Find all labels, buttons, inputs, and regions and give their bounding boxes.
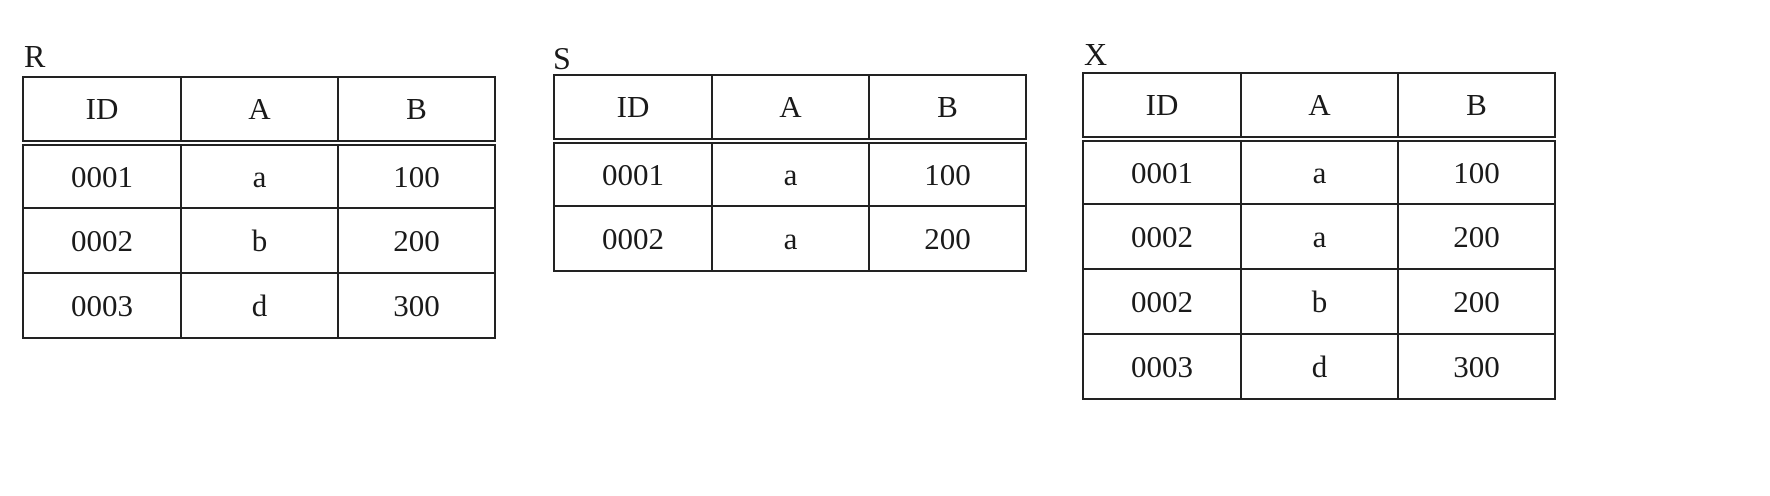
column-header: A xyxy=(711,74,870,144)
column-header: ID xyxy=(1082,72,1242,142)
table-cell: b xyxy=(1240,268,1399,335)
table-cell: 100 xyxy=(337,142,496,209)
table-row: 0001 a 100 xyxy=(22,142,496,209)
table-cell: 100 xyxy=(868,140,1027,207)
header-row: ID A B xyxy=(1082,72,1556,142)
table-row: 0001 a 100 xyxy=(1082,138,1556,205)
table-cell: d xyxy=(1240,333,1399,400)
table-cell: a xyxy=(1240,203,1399,270)
table-cell: 300 xyxy=(337,272,496,339)
column-header: B xyxy=(1397,72,1556,142)
header-row: ID A B xyxy=(22,76,496,146)
table-cell: 300 xyxy=(1397,333,1556,400)
table-row: 0002 b 200 xyxy=(22,207,496,274)
table-x: ID A B 0001 a 100 0002 a 200 0002 b 200 0003 d 300 xyxy=(1082,72,1556,400)
table-row: 0003 d 300 xyxy=(22,272,496,339)
table-row: 0003 d 300 xyxy=(1082,333,1556,400)
table-row: 0002 b 200 xyxy=(1082,268,1556,335)
table-r: ID A B 0001 a 100 0002 b 200 0003 d 300 xyxy=(22,76,496,339)
table-cell: 200 xyxy=(868,205,1027,272)
table-cell: a xyxy=(711,140,870,207)
table-cell: 200 xyxy=(1397,203,1556,270)
table-cell: a xyxy=(1240,138,1399,205)
table-cell: 0002 xyxy=(1082,203,1242,270)
table-cell: 0001 xyxy=(553,140,713,207)
table-row: 0002 a 200 xyxy=(553,205,1027,272)
table-cell: 0001 xyxy=(22,142,182,209)
column-header: ID xyxy=(22,76,182,146)
table-cell: 0001 xyxy=(1082,138,1242,205)
table-cell: 200 xyxy=(337,207,496,274)
table-row: 0002 a 200 xyxy=(1082,203,1556,270)
column-header: ID xyxy=(553,74,713,144)
column-header: B xyxy=(337,76,496,146)
table-cell: a xyxy=(711,205,870,272)
table-cell: 200 xyxy=(1397,268,1556,335)
table-row: 0001 a 100 xyxy=(553,140,1027,207)
table-cell: a xyxy=(180,142,339,209)
table-x-title: X xyxy=(1084,36,1108,72)
table-cell: 0003 xyxy=(22,272,182,339)
column-header: A xyxy=(180,76,339,146)
table-cell: d xyxy=(180,272,339,339)
table-s: ID A B 0001 a 100 0002 a 200 xyxy=(553,74,1027,272)
column-header: B xyxy=(868,74,1027,144)
table-cell: 0002 xyxy=(1082,268,1242,335)
column-header: A xyxy=(1240,72,1399,142)
table-cell: 0002 xyxy=(553,205,713,272)
table-cell: 100 xyxy=(1397,138,1556,205)
table-r-title: R xyxy=(24,38,46,74)
table-s-title: S xyxy=(553,40,571,76)
table-cell: 0002 xyxy=(22,207,182,274)
table-cell: 0003 xyxy=(1082,333,1242,400)
table-cell: b xyxy=(180,207,339,274)
header-row: ID A B xyxy=(553,74,1027,144)
